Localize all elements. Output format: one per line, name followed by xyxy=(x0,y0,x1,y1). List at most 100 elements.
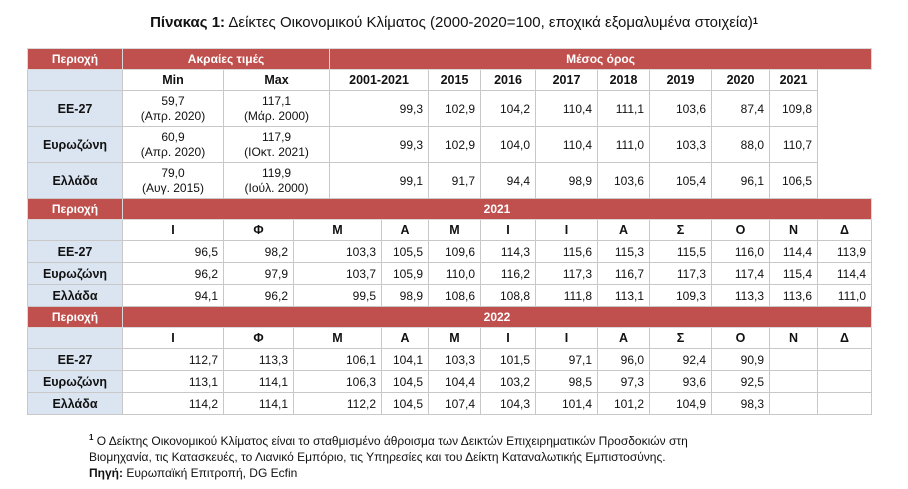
region-blank xyxy=(27,69,123,91)
month-value: 107,4 xyxy=(428,392,482,415)
mean-value: 106,5 xyxy=(769,162,819,199)
title-text: Δείκτες Οικονομικού Κλίματος (2000-2020=… xyxy=(228,14,753,31)
extreme-values-header: Ακραίες τιμές xyxy=(121,48,331,70)
mean-value: 94,4 xyxy=(480,162,537,199)
month-header: Ι xyxy=(535,327,599,349)
source-label: Πηγή: xyxy=(89,466,123,480)
year-header: 2001-2021 xyxy=(329,69,430,91)
month-header: Φ xyxy=(223,327,294,349)
region-header: Περιοχή xyxy=(27,198,123,220)
mean-value: 110,4 xyxy=(535,90,599,127)
month-value: 96,5 xyxy=(122,240,224,263)
month-header: Δ xyxy=(817,327,873,349)
mean-value: 102,9 xyxy=(428,90,482,127)
min-value: 60,9 xyxy=(161,129,185,144)
max-date: (Ιούλ. 2000) xyxy=(244,180,309,195)
mean-value: 87,4 xyxy=(711,90,771,127)
month-value: 104,4 xyxy=(428,370,482,393)
month-value: 104,5 xyxy=(381,370,430,393)
month-value: 117,3 xyxy=(535,262,599,285)
region-label: ΕΕ-27 xyxy=(27,90,123,127)
mean-value: 98,9 xyxy=(535,162,599,199)
region-label: ΕΕ-27 xyxy=(27,240,123,263)
min-date: (Απρ. 2020) xyxy=(140,144,206,159)
month-header: Μ xyxy=(428,219,482,241)
footnote: 1 Ο Δείκτης Οικονομικού Κλίματος είναι τ… xyxy=(89,430,869,481)
footnote-line-1: Ο Δείκτης Οικονομικού Κλίματος είναι το … xyxy=(93,434,688,448)
month-value xyxy=(769,348,819,371)
month-value: 113,6 xyxy=(769,284,819,307)
month-value: 98,5 xyxy=(535,370,599,393)
table-row: Ελλάδα 114,2 114,1 112,2 104,5 107,4 104,3 101,… xyxy=(27,392,873,415)
source-line: Πηγή: Ευρωπαϊκή Επιτροπή, DG Ecfin xyxy=(89,465,869,481)
mean-value: 103,6 xyxy=(649,90,713,127)
year-header-row: Περιοχή 2022 xyxy=(27,306,873,328)
source-text: Ευρωπαϊκή Επιτροπή, DG Ecfin xyxy=(123,466,298,480)
month-value: 99,5 xyxy=(292,284,383,307)
region-label: Ελλάδα xyxy=(27,392,123,415)
min-date: (Αυγ. 2015) xyxy=(142,180,204,195)
month-value: 104,1 xyxy=(381,348,430,371)
month-value: 90,9 xyxy=(711,348,771,371)
region-label: Ευρωζώνη xyxy=(27,126,123,163)
month-value xyxy=(817,348,873,371)
month-value: 112,2 xyxy=(292,392,383,415)
month-value xyxy=(769,392,819,415)
mean-value: 99,1 xyxy=(329,162,430,199)
min-header: Min xyxy=(122,69,224,91)
table-row: ΕΕ-27 112,7 113,3 106,1 104,1 103,3 101,5 97,1 9… xyxy=(27,348,873,371)
month-value: 113,3 xyxy=(711,284,771,307)
table-row: Ελλάδα 79,0 (Αυγ. 2015) 119,9 (Ιούλ. 2000) 99… xyxy=(27,162,872,199)
month-value: 115,5 xyxy=(649,240,713,263)
max-value: 117,1 xyxy=(261,93,292,108)
table-subheader-row: Min Max 2001-2021 2015 2016 2017 2018 2019 2020 2… xyxy=(27,69,872,91)
table-header-row: Περιοχή Ακραίες τιμές Μέσος όρος xyxy=(27,48,873,70)
month-value: 104,3 xyxy=(480,392,537,415)
mean-value: 109,8 xyxy=(769,90,819,127)
month-value: 114,4 xyxy=(817,262,873,285)
min-value: 59,7 xyxy=(161,93,185,108)
month-header: Μ xyxy=(292,219,383,241)
month-value xyxy=(769,370,819,393)
month-value: 117,4 xyxy=(711,262,771,285)
month-value: 98,9 xyxy=(381,284,430,307)
max-cell: 117,9 (ΙΟκτ. 2021) xyxy=(222,126,331,163)
footnote-mark: 1 xyxy=(89,433,94,442)
month-value: 109,3 xyxy=(649,284,713,307)
month-value: 108,6 xyxy=(428,284,482,307)
month-header: Μ xyxy=(428,327,482,349)
month-value: 113,1 xyxy=(597,284,651,307)
month-value: 96,0 xyxy=(597,348,651,371)
month-value: 115,6 xyxy=(535,240,599,263)
mean-value: 96,1 xyxy=(711,162,771,199)
month-value: 105,9 xyxy=(381,262,430,285)
month-value: 97,9 xyxy=(223,262,294,285)
month-value: 112,7 xyxy=(122,348,224,371)
mean-value: 99,3 xyxy=(329,126,430,163)
month-value: 111,0 xyxy=(817,284,873,307)
mean-value: 104,0 xyxy=(480,126,537,163)
month-value: 101,2 xyxy=(597,392,651,415)
max-value: 117,9 xyxy=(261,129,292,144)
month-value: 116,2 xyxy=(480,262,537,285)
month-value xyxy=(817,370,873,393)
region-blank xyxy=(27,327,123,349)
year-title: 2021 xyxy=(121,198,873,220)
max-date: (Μάρ. 2000) xyxy=(243,108,310,123)
mean-value: 103,3 xyxy=(649,126,713,163)
month-value: 116,0 xyxy=(711,240,771,263)
year-header: 2015 xyxy=(428,69,482,91)
month-value: 94,1 xyxy=(122,284,224,307)
table-row: ΕΕ-27 96,5 98,2 103,3 105,5 109,6 114,3 115,6 11… xyxy=(27,240,873,263)
region-header: Περιοχή xyxy=(27,48,123,70)
month-value: 114,1 xyxy=(223,392,294,415)
region-header: Περιοχή xyxy=(27,306,123,328)
table-title: Πίνακας 1: Δείκτες Οικονομικού Κλίματος … xyxy=(0,14,908,32)
month-value: 98,2 xyxy=(223,240,294,263)
month-value: 103,3 xyxy=(292,240,383,263)
month-value: 101,4 xyxy=(535,392,599,415)
table-row: ΕΕ-27 59,7 (Απρ. 2020) 117,1 (Μάρ. 2000) 99,3… xyxy=(27,90,872,127)
month-value: 103,3 xyxy=(428,348,482,371)
